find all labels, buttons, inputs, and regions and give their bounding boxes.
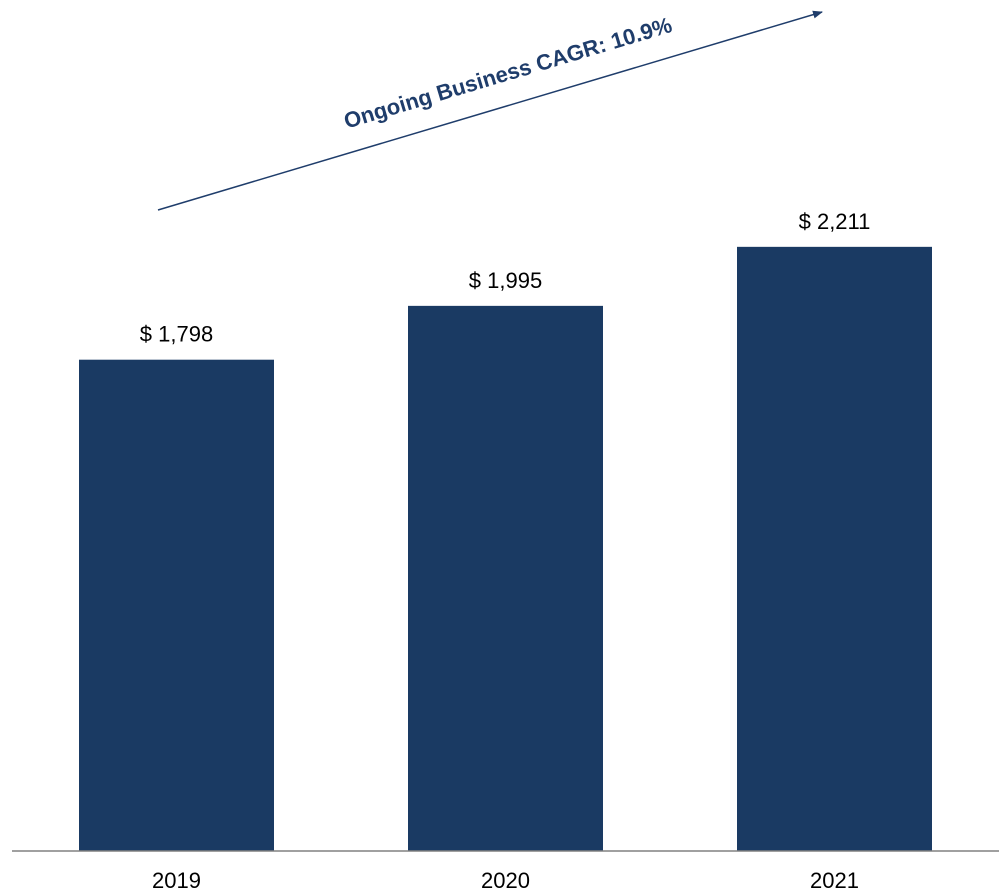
x-tick-label-2020: 2020 xyxy=(481,868,530,893)
value-labels-group: $ 1,798 $ 1,995 $ 2,211 xyxy=(140,209,871,347)
cagr-arrow xyxy=(157,10,823,211)
bars-group xyxy=(79,246,932,852)
value-label-2021: $ 2,211 xyxy=(799,209,871,234)
value-label-2020: $ 1,995 xyxy=(469,268,542,293)
value-label-2019: $ 1,798 xyxy=(140,322,213,347)
bar-2021 xyxy=(737,246,932,852)
x-tick-labels-group: 2019 2020 2021 xyxy=(152,868,859,893)
bar-2019 xyxy=(79,359,274,851)
bar-2020 xyxy=(408,305,603,852)
cagr-annotation: Ongoing Business CAGR: 10.9% xyxy=(341,12,675,133)
x-tick-label-2021: 2021 xyxy=(810,868,859,893)
x-tick-label-2019: 2019 xyxy=(152,868,201,893)
